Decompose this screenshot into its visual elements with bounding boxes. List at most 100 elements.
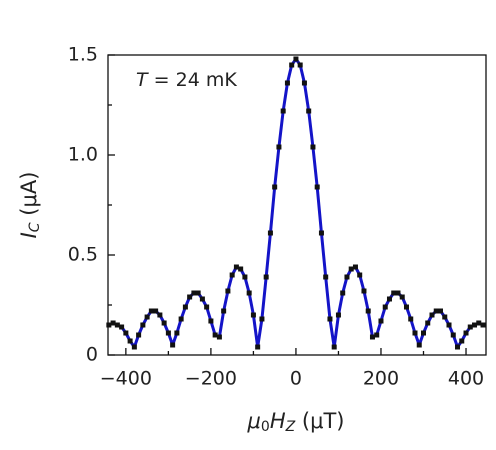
data-point <box>340 290 346 296</box>
data-point <box>327 316 333 322</box>
annotation-text: = 24 mK <box>148 69 238 91</box>
data-point <box>246 290 252 296</box>
y-axis-label: IC (μA) <box>17 172 43 239</box>
y-tick-label: 1.5 <box>68 44 98 66</box>
data-point <box>403 304 409 310</box>
data-point <box>263 274 269 280</box>
data-point <box>182 304 188 310</box>
data-point <box>408 316 414 322</box>
data-point <box>378 318 384 324</box>
data-point <box>386 296 392 302</box>
x-label-part: 0 <box>261 419 270 435</box>
data-point <box>199 296 205 302</box>
data-point <box>472 322 478 328</box>
x-label-part: Z <box>285 419 296 435</box>
data-point <box>459 338 465 344</box>
plot-frame <box>107 54 487 356</box>
data-point <box>280 108 286 114</box>
data-point <box>391 290 397 296</box>
data-point <box>123 330 129 336</box>
data-point <box>318 230 324 236</box>
data-point <box>148 308 154 314</box>
data-point <box>238 266 244 272</box>
x-tick-label: 0 <box>290 368 302 390</box>
data-point <box>412 330 418 336</box>
data-point <box>131 344 137 350</box>
data-point <box>344 274 350 280</box>
data-point <box>395 290 401 296</box>
data-point <box>119 324 125 330</box>
data-point <box>276 144 282 150</box>
y-tick-label: 0 <box>86 344 98 366</box>
data-point <box>110 320 116 326</box>
data-point <box>357 272 363 278</box>
data-point <box>365 308 371 314</box>
data-point <box>455 344 461 350</box>
data-point <box>284 80 290 86</box>
data-point <box>374 332 380 338</box>
data-point <box>446 322 452 328</box>
data-point <box>420 330 426 336</box>
data-point <box>242 274 248 280</box>
y-label-part: (μA) <box>17 172 41 223</box>
x-tick-label: −200 <box>185 368 237 390</box>
data-point <box>463 330 469 336</box>
x-label-part: H <box>270 409 286 433</box>
data-point <box>114 322 120 328</box>
data-point <box>369 334 375 340</box>
data-point <box>174 330 180 336</box>
data-point <box>191 290 197 296</box>
data-point <box>221 308 227 314</box>
data-point <box>438 308 444 314</box>
data-point <box>301 80 307 86</box>
data-point <box>165 330 171 336</box>
data-point <box>306 108 312 114</box>
data-point <box>153 308 159 314</box>
data-point <box>187 294 193 300</box>
data-point <box>255 344 261 350</box>
x-tick-label: −400 <box>100 368 152 390</box>
data-point <box>195 290 201 296</box>
data-point <box>229 272 235 278</box>
data-point <box>310 144 316 150</box>
data-point <box>425 320 431 326</box>
data-point <box>267 230 273 236</box>
data-point <box>433 308 439 314</box>
data-point <box>450 332 456 338</box>
data-point <box>144 314 150 320</box>
data-point <box>233 264 239 270</box>
y-tick-label: 0.5 <box>68 244 98 266</box>
y-tick-label: 1.0 <box>68 144 98 166</box>
data-point <box>140 322 146 328</box>
data-point <box>297 62 303 68</box>
annotation: T = 24 mK <box>136 69 237 91</box>
data-point <box>429 312 435 318</box>
data-point <box>416 342 422 348</box>
data-point <box>476 320 482 326</box>
data-point <box>382 304 388 310</box>
x-tick-label: 400 <box>448 368 484 390</box>
data-point <box>170 342 176 348</box>
data-point <box>136 332 142 338</box>
data-point <box>204 304 210 310</box>
x-axis-label: μ0HZ (μT) <box>247 409 345 435</box>
data-point <box>157 312 163 318</box>
y-label-part: C <box>27 222 43 232</box>
data-point <box>467 324 473 330</box>
data-point <box>442 314 448 320</box>
data-point <box>314 184 320 190</box>
data-point <box>348 266 354 272</box>
data-point <box>208 318 214 324</box>
data-point <box>212 332 218 338</box>
data-point <box>106 322 112 328</box>
data-point <box>259 316 265 322</box>
data-point <box>361 288 367 294</box>
x-label-part: μ <box>247 409 261 433</box>
data-point <box>127 338 133 344</box>
data-point <box>480 322 486 328</box>
data-point <box>335 312 341 318</box>
data-point <box>399 294 405 300</box>
data-point <box>289 62 295 68</box>
y-label-part: I <box>17 232 41 238</box>
